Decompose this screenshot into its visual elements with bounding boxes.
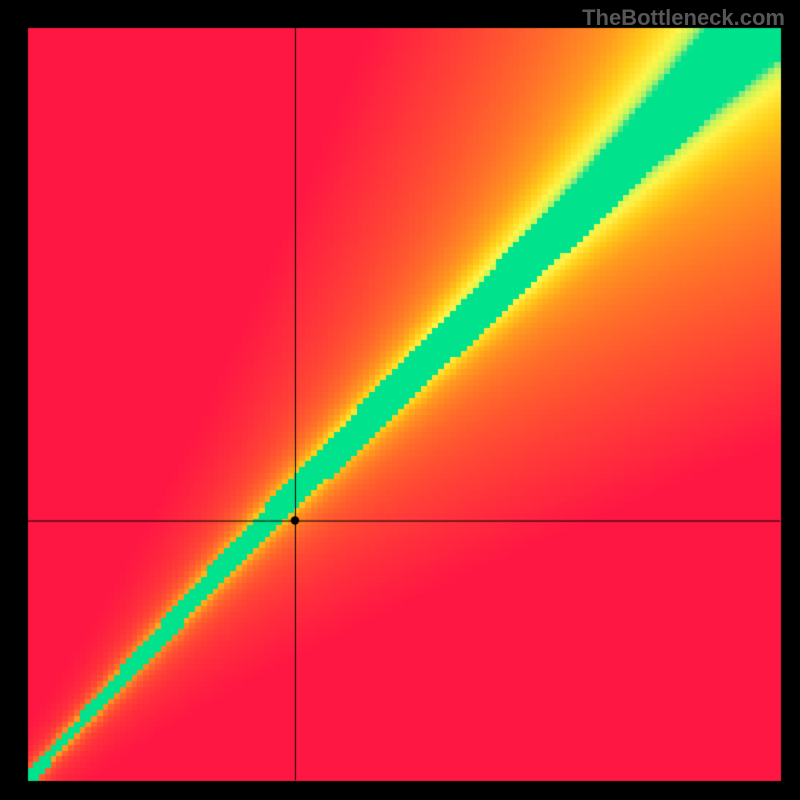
watermark: TheBottleneck.com [582, 5, 785, 31]
bottleneck-heatmap [0, 0, 800, 800]
chart-container: TheBottleneck.com [0, 0, 800, 800]
